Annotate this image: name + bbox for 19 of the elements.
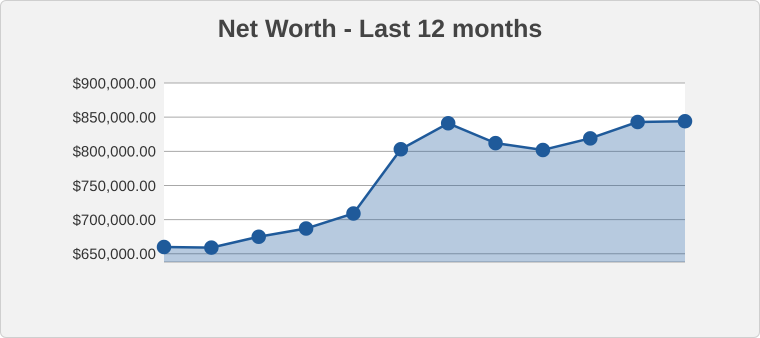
point [536, 142, 550, 158]
y-tick-label: $650,000.00 [72, 246, 156, 264]
y-tick-label: $700,000.00 [72, 212, 156, 229]
y-tick-label: $850,000.00 [72, 109, 156, 126]
point [488, 136, 503, 150]
point [583, 131, 598, 146]
chart-title: Net Worth - Last 12 months [216, 15, 544, 44]
point [298, 221, 314, 236]
y-tick-label: $900,000.00 [72, 75, 156, 92]
point [440, 116, 456, 131]
y-tick-label: $750,000.00 [72, 178, 156, 195]
point [346, 206, 361, 221]
point [630, 114, 645, 130]
y-tick-label: $800,000.00 [72, 144, 156, 161]
point [678, 114, 692, 129]
point [394, 142, 408, 157]
point [156, 240, 172, 254]
point [204, 240, 219, 255]
point [251, 229, 266, 244]
